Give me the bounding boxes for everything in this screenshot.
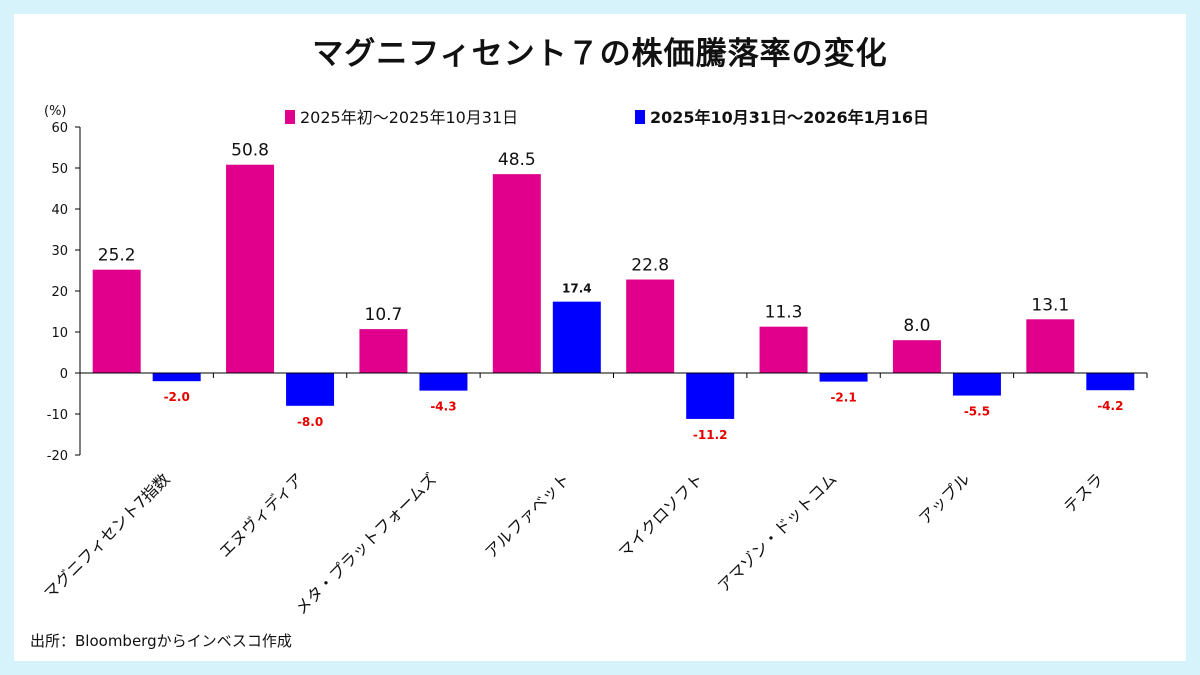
y-tick-label: 50 — [51, 162, 68, 177]
data-label-series2: -2.0 — [164, 390, 190, 404]
bar-series1 — [92, 269, 141, 373]
x-category-label: エヌヴィディア — [215, 469, 307, 561]
chart-title: マグニフィセント７の株価騰落率の変化 — [312, 36, 888, 72]
data-label-series1: 10.7 — [365, 305, 403, 325]
bar-series1 — [492, 174, 541, 373]
legend-series2-swatch — [635, 110, 645, 124]
x-category-label: マグニフィセント7指数 — [40, 469, 174, 603]
data-label-series2: -5.5 — [964, 405, 990, 419]
data-label-series2: -4.2 — [1097, 399, 1123, 413]
bar-series2 — [686, 373, 735, 419]
y-tick-label: 60 — [51, 121, 68, 136]
data-label-series1: 48.5 — [498, 150, 536, 170]
data-label-series1: 50.8 — [231, 141, 269, 161]
y-tick-label: 10 — [51, 326, 68, 341]
x-category-label: マイクロソフト — [615, 469, 707, 561]
y-tick-label: -10 — [47, 408, 68, 423]
bar-series2 — [286, 373, 335, 406]
y-axis-unit: (%) — [44, 104, 67, 119]
bar-series2 — [152, 373, 201, 382]
y-tick-label: 40 — [51, 203, 68, 218]
bar-series1 — [892, 340, 941, 373]
bar-series2 — [552, 301, 601, 373]
y-tick-label: -20 — [47, 449, 68, 464]
data-label-series1: 13.1 — [1031, 295, 1069, 315]
data-label-series2: 17.4 — [562, 282, 592, 296]
data-label-series1: 8.0 — [903, 316, 930, 336]
data-label-series2: -2.1 — [830, 391, 856, 405]
x-category-label: メタ・プラットフォームズ — [291, 469, 440, 618]
x-category-label: アマゾン・ドットコム — [714, 469, 841, 596]
bar-series1 — [359, 329, 408, 373]
source-note: 出所：Bloombergからインベスコ作成 — [30, 632, 292, 650]
data-label-series2: -11.2 — [693, 428, 728, 442]
legend-series2-label: 2025年10月31日～2026年1月16日 — [650, 108, 929, 127]
bar-series2 — [952, 373, 1001, 396]
x-category-label: テスラ — [1060, 469, 1107, 516]
legend-series1-label: 2025年初～2025年10月31日 — [300, 108, 518, 127]
x-category-label: アップル — [915, 469, 974, 528]
data-label-series2: -8.0 — [297, 415, 323, 429]
bar-series2 — [1086, 373, 1135, 391]
y-tick-label: 0 — [60, 367, 68, 382]
y-tick-label: 20 — [51, 285, 68, 300]
data-label-series1: 11.3 — [765, 303, 803, 323]
data-label-series2: -4.3 — [430, 400, 456, 414]
bar-series2 — [419, 373, 468, 391]
data-label-series1: 25.2 — [98, 246, 136, 266]
y-tick-label: 30 — [51, 244, 68, 259]
x-category-label: アルファベット — [481, 469, 574, 562]
bar-series1 — [759, 326, 808, 373]
data-label-series1: 22.8 — [631, 256, 669, 276]
bar-series2 — [819, 373, 868, 382]
bar-series1 — [1026, 319, 1075, 373]
bar-series1 — [226, 164, 275, 373]
bar-series1 — [626, 279, 675, 373]
legend-series1-swatch — [285, 110, 295, 124]
